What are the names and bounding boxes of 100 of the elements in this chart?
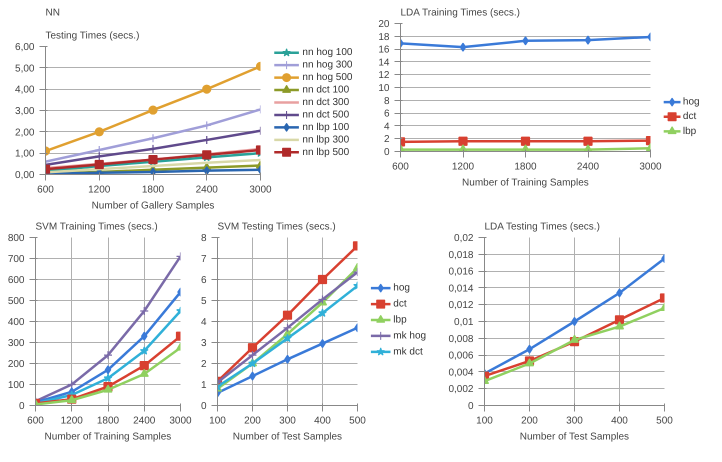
y-tick-label: 100 — [8, 380, 25, 391]
y-tick-label: 200 — [8, 359, 25, 370]
y-tick-label: 4 — [384, 121, 390, 132]
y-tick-label: 0,018 — [448, 250, 474, 261]
x-tick-label: 1200 — [60, 416, 84, 426]
legend-label: nn dct 100 — [302, 84, 350, 96]
y-tick-label: 6,00 — [15, 42, 35, 53]
x-tick-label: 500 — [349, 416, 366, 426]
legend-label: nn hog 300 — [302, 60, 353, 71]
y-tick-label: 5 — [200, 296, 207, 307]
legend-label: mk dct — [393, 346, 423, 358]
x-tick-label: 300 — [566, 416, 584, 426]
y-tick-label: 0,002 — [448, 384, 474, 396]
y-tick-label: 6 — [200, 275, 207, 286]
y-tick-label: 14 — [378, 57, 390, 68]
x-tick-label: 1200 — [88, 184, 111, 196]
x-tick-label: 1800 — [96, 416, 120, 426]
x-axis-title: Number of Gallery Samples — [92, 200, 214, 212]
y-tick-label: 0,004 — [448, 367, 474, 378]
y-tick-label: 20 — [378, 19, 390, 30]
x-tick-label: 600 — [392, 162, 410, 172]
chart-title: NN — [46, 8, 60, 18]
y-tick-label: 6 — [384, 108, 390, 120]
x-tick-label: 500 — [656, 416, 674, 426]
y-tick-label: 12 — [378, 70, 390, 82]
y-tick-label: 5,00 — [15, 63, 35, 74]
chart-title: LDA Training Times (secs.) — [400, 8, 520, 18]
y-tick-label: 0,014 — [448, 283, 474, 294]
x-tick-label: 300 — [279, 416, 296, 426]
y-tick-label: 0 — [200, 401, 207, 412]
y-tick-label: 0 — [18, 401, 25, 412]
y-tick-label: 3 — [200, 338, 207, 349]
y-tick-label: 700 — [8, 254, 25, 265]
legend-label: lbp — [393, 314, 408, 326]
chart-title: LDA Testing Times (secs.) — [484, 222, 600, 232]
x-axis-title: Number of Test Samples — [232, 432, 342, 442]
x-tick-label: 3000 — [639, 162, 662, 172]
legend-label: mk hog — [393, 330, 426, 342]
y-tick-label: 0 — [384, 147, 390, 158]
x-tick-label: 400 — [314, 416, 332, 426]
x-tick-label: 600 — [37, 184, 54, 196]
x-axis-title: Number of Training Samples — [44, 432, 172, 442]
y-tick-label: 0,006 — [448, 350, 474, 362]
y-tick-label: 0 — [468, 401, 474, 412]
legend-label: dct — [682, 111, 696, 122]
legend-label: nn dct 300 — [302, 97, 350, 108]
legend-label: nn hog 100 — [302, 47, 353, 58]
x-tick-label: 400 — [611, 416, 628, 426]
legend-label: nn lbp 100 — [302, 122, 350, 133]
y-tick-label: 2,00 — [15, 127, 35, 138]
y-tick-label: 7 — [200, 254, 207, 265]
y-tick-label: 4,00 — [15, 84, 35, 96]
y-tick-label: 600 — [8, 275, 25, 286]
legend-label: hog — [682, 96, 700, 108]
y-tick-label: 16 — [378, 44, 390, 56]
x-tick-label: 2400 — [133, 416, 156, 426]
x-tick-label: 3000 — [249, 184, 272, 196]
x-tick-label: 2400 — [576, 162, 600, 172]
y-tick-label: 8 — [200, 233, 207, 244]
chart-title: SVM Testing Times (secs.) — [218, 222, 336, 232]
y-tick-label: 1,00 — [15, 148, 35, 160]
y-tick-label: 800 — [8, 233, 25, 244]
legend-label: nn lbp 300 — [302, 134, 350, 146]
y-tick-label: 0,00 — [15, 170, 35, 181]
y-tick-label: 3,00 — [15, 106, 35, 117]
y-tick-label: 2 — [384, 134, 390, 146]
legend-label: dct — [393, 298, 407, 310]
legend-label: hog — [393, 282, 410, 294]
y-tick-label: 0,012 — [448, 300, 474, 312]
y-tick-label: 10 — [378, 83, 390, 94]
x-axis-title: Number of Training Samples — [462, 178, 589, 188]
y-tick-label: 18 — [378, 32, 390, 43]
legend-label: nn dct 500 — [302, 109, 350, 120]
legend-label: lbp — [682, 126, 697, 137]
y-tick-label: 0,02 — [454, 233, 474, 244]
y-tick-label: 8 — [384, 96, 390, 107]
y-tick-label: 300 — [8, 338, 25, 349]
y-tick-label: 4 — [200, 317, 207, 328]
x-tick-label: 200 — [521, 416, 538, 426]
x-tick-label: 1800 — [142, 184, 165, 196]
x-axis-title: Number of Test Samples — [520, 432, 630, 442]
chart-title: SVM Training Times (secs.) — [36, 222, 158, 232]
legend-label: nn lbp 500 — [302, 146, 350, 158]
y-tick-label: 1 — [200, 380, 207, 391]
y-tick-label: 0,016 — [448, 266, 474, 278]
y-tick-label: 500 — [8, 296, 25, 307]
y-tick-label: 2 — [200, 359, 207, 370]
x-tick-label: 1800 — [514, 162, 538, 172]
y-tick-label: 0,008 — [448, 334, 474, 345]
y-tick-label: 400 — [8, 317, 25, 328]
x-tick-label: 100 — [209, 416, 226, 426]
legend-label: nn hog 500 — [302, 72, 353, 84]
y-tick-label: 0,01 — [454, 317, 474, 328]
x-tick-label: 200 — [244, 416, 262, 426]
chart-subtitle: Testing Times (secs.) — [46, 30, 140, 42]
x-tick-label: 3000 — [169, 416, 192, 426]
x-tick-label: 600 — [27, 416, 44, 426]
x-tick-label: 1200 — [452, 162, 475, 172]
x-tick-label: 100 — [476, 416, 494, 426]
x-tick-label: 2400 — [196, 184, 218, 196]
